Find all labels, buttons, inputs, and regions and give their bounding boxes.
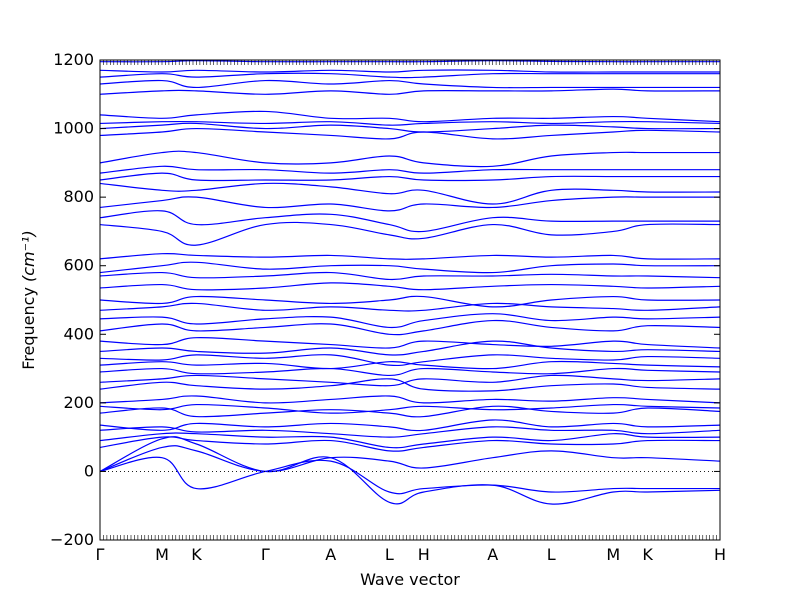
phonon-band-21 (100, 295, 720, 308)
phonon-band-3 (100, 436, 720, 505)
x-tick-label: A (487, 545, 498, 564)
x-tick-label: A (325, 545, 336, 564)
x-tick-label: L (385, 545, 394, 564)
phonon-band-16 (100, 340, 720, 356)
phonon-band-10 (100, 395, 720, 404)
phonon-band-13 (100, 367, 720, 377)
phonon-band-40 (100, 69, 720, 73)
phonon-band-34 (100, 122, 720, 133)
phonon-band-38 (100, 79, 720, 89)
x-tick-label: M (155, 545, 169, 564)
phonon-band-24 (100, 261, 720, 274)
x-tick-label: K (191, 545, 202, 564)
y-tick-label: 400 (63, 324, 94, 343)
x-tick-label: H (714, 545, 726, 564)
phonon-band-35 (100, 120, 720, 126)
y-tick-label: 800 (63, 187, 94, 206)
y-tick-label: 600 (63, 256, 94, 275)
y-tick-label: 0 (84, 461, 94, 480)
y-ticks: −200 0 200 400 600 800 1000 1200 (50, 50, 720, 549)
phonon-band-4 (100, 436, 720, 452)
phonon-band-6 (100, 426, 720, 438)
y-tick-label: 200 (63, 393, 94, 412)
phonon-band-7 (100, 419, 720, 432)
phonon-band-29 (100, 182, 720, 205)
phonon-band-2 (100, 456, 720, 495)
phonon-band-8 (100, 405, 720, 418)
phonon-band-15 (100, 354, 720, 367)
y-tick-label: −200 (50, 530, 94, 549)
phonon-band-19 (100, 313, 720, 329)
phonon-band-37 (100, 88, 720, 95)
x-tick-label: Γ (261, 545, 270, 564)
x-tick-label: K (642, 545, 653, 564)
phonon-band-33 (100, 127, 720, 140)
phonon-band-39 (100, 72, 720, 79)
series-layer (100, 60, 720, 505)
phonon-band-30 (100, 172, 720, 182)
phonon-band-23 (100, 271, 720, 281)
phonon-band-36 (100, 110, 720, 123)
y-axis-label-unit: (cm⁻¹) (19, 230, 38, 282)
x-tick-label: L (547, 545, 556, 564)
y-tick-label: 1000 (53, 119, 94, 138)
y-tick-label: 1200 (53, 50, 94, 69)
plot-frame (99, 59, 721, 541)
phonon-band-27 (100, 210, 720, 233)
phonon-band-22 (100, 282, 720, 291)
phonon-band-14 (100, 360, 720, 370)
x-tick-label: Γ (96, 545, 105, 564)
phonon-band-9 (100, 403, 720, 414)
phonon-band-1 (100, 445, 720, 473)
phonon-band-12 (100, 374, 720, 387)
phonon-band-32 (100, 150, 720, 168)
y-axis-label: Frequency (cm⁻¹) (19, 230, 38, 369)
phonon-band-20 (100, 302, 720, 312)
phonon-band-28 (100, 196, 720, 212)
phonon-band-18 (100, 319, 720, 336)
phonon-band-17 (100, 337, 720, 349)
phonon-band-11 (100, 378, 720, 392)
x-axis-label: Wave vector (360, 570, 460, 589)
y-axis-label-text: Frequency (19, 287, 38, 370)
x-tick-label: M (606, 545, 620, 564)
x-tick-label: H (418, 545, 430, 564)
phonon-band-31 (100, 165, 720, 174)
phonon-band-25 (100, 252, 720, 260)
phonon-band-5 (100, 432, 720, 449)
phonon-band-26 (100, 221, 720, 246)
